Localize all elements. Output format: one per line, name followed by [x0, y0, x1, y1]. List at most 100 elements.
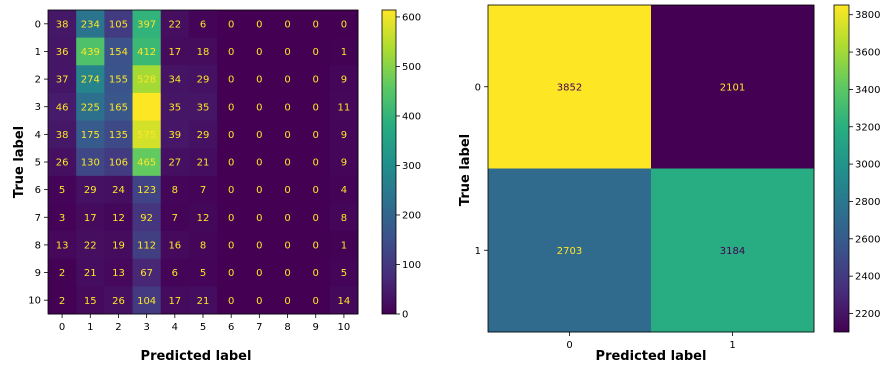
left-heatmap-cell — [329, 37, 359, 66]
left-cell-value-label: 0 — [313, 185, 319, 196]
left-heatmap-cell — [273, 203, 303, 232]
left-cell-value-label: 104 — [137, 296, 156, 307]
left-heatmap-cell — [160, 92, 190, 121]
left-heatmap-cell — [188, 148, 218, 177]
left-cell-value-label: 0 — [284, 19, 290, 30]
left-heatmap-cell — [329, 10, 359, 39]
left-heatmap-cell — [301, 120, 331, 149]
left-cell-value-label: 15 — [84, 296, 97, 307]
left-cell-value-label: 0 — [256, 185, 262, 196]
left-cell-value-label: 0 — [284, 268, 290, 279]
left-x-tick-label: 0 — [59, 322, 65, 333]
left-cell-value-label: 0 — [313, 19, 319, 30]
left-colorbar-tick-label: 100 — [402, 260, 421, 271]
right-colorbar: 2200 2400 2600 2800 3000 3200 3400 3600 3800 — [833, 4, 880, 333]
left-cell-value-label: 412 — [137, 47, 156, 58]
left-cell-value-label: 7 — [172, 213, 178, 224]
left-cell-value-label: 0 — [284, 102, 290, 113]
left-heatmap-cell — [301, 258, 331, 287]
left-heatmap-cell — [245, 286, 274, 315]
left-heatmap-cell — [329, 258, 359, 287]
left-heatmap-cell — [245, 120, 274, 149]
left-cell-value-label: 9 — [341, 158, 347, 169]
left-heatmap-cell — [273, 10, 303, 39]
right-y-axis-label: True label — [458, 134, 473, 206]
left-heatmap-cell — [76, 148, 105, 177]
left-y-tick-label: 5 — [35, 158, 41, 169]
left-cell-value-label: 0 — [313, 241, 319, 252]
left-heatmap-cell — [329, 286, 359, 315]
left-heatmap-cell — [273, 92, 303, 121]
left-cell-value-label: 0 — [313, 268, 319, 279]
right-colorbar-tick-label: 2600 — [855, 234, 880, 245]
right-colorbar-tick-label: 3600 — [855, 48, 880, 59]
left-heatmap-cell — [76, 286, 105, 315]
left-heatmap-cell — [188, 65, 218, 94]
left-cell-value-label: 465 — [137, 158, 156, 169]
left-heatmap-cell — [329, 92, 359, 121]
left-heatmap-cell — [48, 286, 77, 315]
left-heatmap-cell — [301, 286, 331, 315]
left-cell-value-label: 5 — [200, 268, 206, 279]
left-cell-value-label: 0 — [256, 75, 262, 86]
left-cell-value-label: 19 — [112, 241, 125, 252]
left-cell-value-label: 0 — [256, 213, 262, 224]
left-cell-value-label: 4 — [341, 185, 347, 196]
left-cell-value-label: 175 — [81, 130, 100, 141]
right-colorbar-gradient — [833, 4, 850, 333]
left-cell-value-label: 92 — [140, 213, 153, 224]
right-colorbar-tick-label: 3800 — [855, 10, 880, 21]
left-x-tick-label: 6 — [228, 322, 234, 333]
left-cell-value-label: 39 — [168, 130, 181, 141]
left-heatmap-cell — [188, 258, 218, 287]
left-cell-value-label: 123 — [137, 185, 156, 196]
left-cell-value-label: 26 — [112, 296, 125, 307]
left-cell-value-label: 0 — [228, 296, 234, 307]
left-cell-value-label: 14 — [338, 296, 351, 307]
left-heatmap-cell — [160, 10, 190, 39]
left-heatmap-cell — [273, 286, 303, 315]
left-colorbar-ticks: 0 100 200 300 400 500 600 — [396, 12, 421, 321]
left-cell-value-label: 0 — [228, 102, 234, 113]
left-cell-value-label: 1 — [341, 47, 347, 58]
right-colorbar-tick-label: 2200 — [855, 309, 880, 320]
left-heatmap-cell — [217, 258, 246, 287]
left-heatmap-cell — [188, 37, 218, 66]
left-cell-value-label: 614 — [137, 102, 156, 113]
left-x-tick-label: 8 — [284, 322, 290, 333]
right-heatmap-cell — [488, 5, 652, 169]
left-cell-value-label: 22 — [84, 241, 97, 252]
left-cell-value-label: 0 — [284, 158, 290, 169]
left-heatmap-cell — [48, 10, 77, 39]
left-cell-value-label: 397 — [137, 19, 156, 30]
left-heatmap-cell — [48, 258, 77, 287]
right-colorbar-ticks: 2200 2400 2600 2800 3000 3200 3400 3600 3800 — [849, 10, 880, 320]
left-heatmap-cell — [245, 148, 274, 177]
left-cell-value-label: 0 — [256, 158, 262, 169]
left-cell-value-label: 0 — [284, 296, 290, 307]
left-x-tick-label: 2 — [115, 322, 121, 333]
left-heatmap-cell — [188, 10, 218, 39]
left-cell-value-label: 21 — [197, 158, 210, 169]
left-cell-value-label: 7 — [200, 185, 206, 196]
left-heatmap-cell — [160, 258, 190, 287]
left-heatmap-cell — [329, 65, 359, 94]
left-heatmap-cell — [329, 148, 359, 177]
left-y-axis-ticks: 0 1 2 3 4 5 6 7 8 9 10 — [28, 19, 48, 307]
left-cell-value-label: 17 — [84, 213, 97, 224]
left-heatmap-cell — [301, 175, 331, 204]
left-cell-value-label: 274 — [81, 75, 100, 86]
right-cell-value-label: 2703 — [557, 246, 582, 257]
left-heatmap-cell — [104, 258, 133, 287]
left-y-tick-label: 2 — [35, 75, 41, 86]
left-x-tick-label: 3 — [143, 322, 149, 333]
left-heatmap-cell — [160, 175, 190, 204]
left-heatmap-cell — [132, 37, 162, 66]
right-x-tick-label: 1 — [729, 340, 735, 351]
left-x-tick-label: 1 — [87, 322, 93, 333]
left-heatmap-cell — [245, 92, 274, 121]
left-heatmap-cell — [301, 65, 331, 94]
left-heatmap-cell — [132, 148, 162, 177]
